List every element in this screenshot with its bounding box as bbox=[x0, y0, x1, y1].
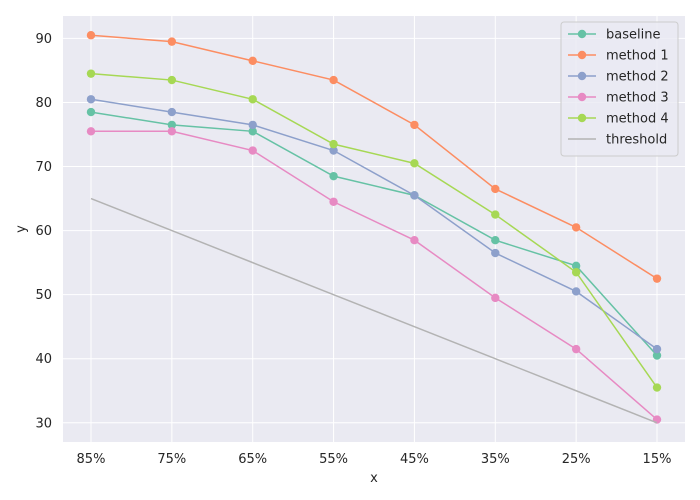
data-point-method-1 bbox=[86, 31, 96, 40]
y-axis-label: y bbox=[14, 225, 29, 233]
y-tick-label: 30 bbox=[35, 416, 52, 431]
grid bbox=[63, 16, 685, 442]
data-point-method-1 bbox=[167, 37, 177, 46]
data-point-baseline bbox=[329, 171, 338, 181]
legend-marker bbox=[577, 29, 587, 39]
data-point-method-4 bbox=[167, 75, 177, 85]
series-line-threshold bbox=[90, 197, 658, 424]
legend: baseline method 1 method 2 method 3 method 4… bbox=[560, 21, 679, 157]
legend-item-baseline: baseline bbox=[568, 28, 660, 43]
series-line-method-1 bbox=[90, 34, 658, 280]
data-point-method-4 bbox=[248, 95, 257, 104]
data-point-method-1 bbox=[571, 223, 581, 232]
legend-item-method-2: method 2 bbox=[568, 70, 669, 85]
series-method-2 bbox=[86, 95, 662, 354]
legend-label: method 2 bbox=[606, 70, 669, 85]
y-tick-label: 80 bbox=[35, 96, 52, 111]
legend-label: method 1 bbox=[606, 49, 669, 64]
data-point-baseline bbox=[571, 261, 581, 271]
data-point-method-1 bbox=[652, 274, 662, 283]
series-method-4 bbox=[86, 69, 662, 392]
legend-item-method-3: method 3 bbox=[568, 91, 669, 106]
data-point-baseline bbox=[248, 127, 257, 136]
data-point-baseline bbox=[167, 120, 177, 130]
data-point-method-4 bbox=[491, 210, 500, 219]
data-point-method-3 bbox=[329, 197, 338, 206]
data-point-method-2 bbox=[167, 107, 177, 117]
legend-label: threshold bbox=[606, 133, 667, 148]
x-tick-label: 85% bbox=[77, 452, 106, 467]
data-point-method-1 bbox=[248, 56, 257, 66]
data-point-baseline bbox=[86, 107, 96, 117]
legend-item-method-1: method 1 bbox=[568, 49, 669, 64]
y-tick-label: 90 bbox=[35, 32, 52, 47]
data-point-method-2 bbox=[248, 120, 257, 130]
data-point-method-2 bbox=[86, 95, 96, 104]
y-tick-label: 50 bbox=[35, 288, 52, 303]
legend-label: method 3 bbox=[606, 91, 669, 106]
legend-marker bbox=[577, 50, 587, 60]
data-point-method-1 bbox=[410, 120, 419, 130]
legend-label: baseline bbox=[606, 28, 660, 43]
x-axis-ticks: 85% 75% 65% 55% 45% 35% 25% 15% bbox=[77, 452, 672, 467]
x-tick-label: 75% bbox=[157, 452, 186, 467]
data-point-method-3 bbox=[86, 127, 96, 136]
x-tick-label: 55% bbox=[319, 452, 348, 467]
data-point-method-3 bbox=[571, 344, 581, 354]
legend-marker bbox=[577, 113, 587, 123]
series-line-method-4 bbox=[90, 72, 658, 388]
x-tick-label: 65% bbox=[238, 452, 267, 467]
x-tick-label: 15% bbox=[643, 452, 672, 467]
legend-item-threshold: threshold bbox=[568, 133, 667, 148]
series-layer bbox=[86, 31, 662, 424]
data-point-method-1 bbox=[329, 75, 338, 85]
y-tick-label: 60 bbox=[35, 224, 52, 239]
data-point-baseline bbox=[491, 236, 500, 245]
legend-marker bbox=[577, 71, 587, 81]
data-point-method-2 bbox=[491, 248, 500, 258]
data-point-method-2 bbox=[410, 191, 419, 200]
x-tick-label: 25% bbox=[562, 452, 591, 467]
data-point-method-4 bbox=[410, 159, 419, 168]
x-tick-label: 45% bbox=[400, 452, 429, 467]
series-method-3 bbox=[86, 127, 662, 424]
data-point-method-4 bbox=[329, 139, 338, 149]
legend-label: method 4 bbox=[606, 112, 669, 127]
series-line-method-2 bbox=[90, 98, 658, 350]
y-tick-label: 40 bbox=[35, 352, 52, 367]
legend-item-method-4: method 4 bbox=[568, 112, 669, 127]
data-point-method-2 bbox=[329, 146, 338, 155]
data-point-method-3 bbox=[167, 127, 177, 136]
data-point-method-3 bbox=[248, 146, 257, 155]
data-point-method-4 bbox=[571, 268, 581, 277]
data-point-method-3 bbox=[410, 236, 419, 245]
data-point-method-4 bbox=[86, 69, 96, 78]
y-axis-ticks: 30 40 50 60 70 80 90 bbox=[35, 32, 52, 431]
legend-marker bbox=[577, 92, 587, 102]
data-point-method-2 bbox=[571, 287, 581, 296]
data-point-baseline bbox=[652, 351, 662, 360]
data-point-method-1 bbox=[491, 184, 500, 194]
data-point-method-4 bbox=[652, 383, 662, 392]
series-line-baseline bbox=[90, 111, 658, 357]
series-line-method-3 bbox=[90, 130, 658, 421]
series-threshold bbox=[90, 197, 658, 424]
data-point-method-3 bbox=[491, 293, 500, 303]
x-tick-label: 35% bbox=[481, 452, 510, 467]
data-point-method-2 bbox=[652, 344, 662, 354]
y-tick-label: 70 bbox=[35, 160, 52, 175]
x-axis-label: x bbox=[370, 471, 378, 486]
series-method-1 bbox=[86, 31, 662, 283]
